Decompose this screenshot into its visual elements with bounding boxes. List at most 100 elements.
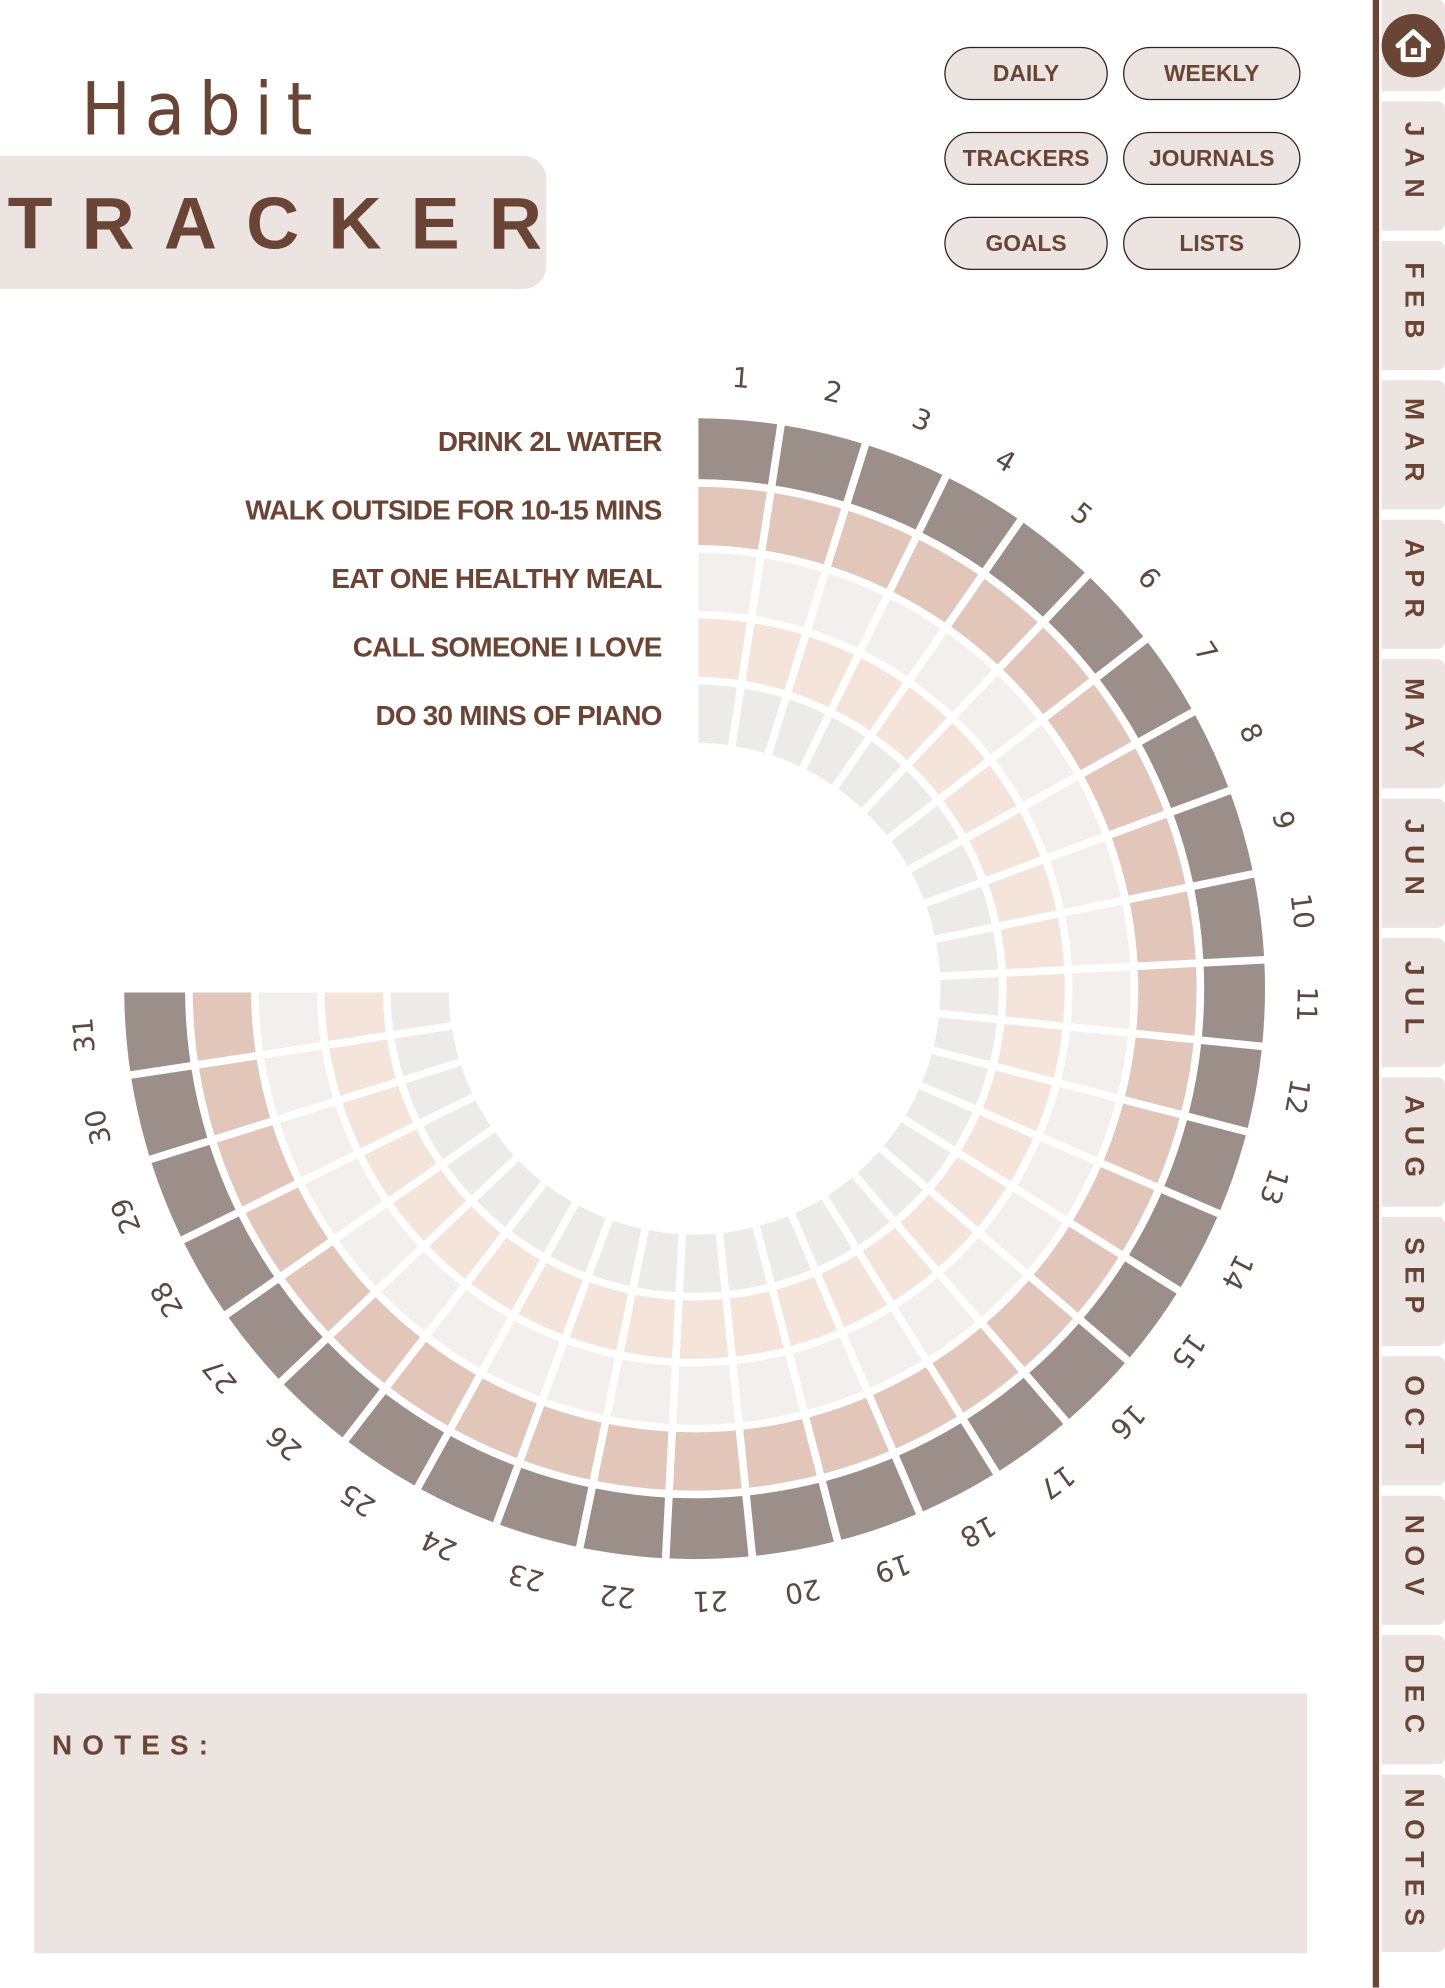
habit-cell[interactable] xyxy=(199,1059,271,1136)
habit-cell[interactable] xyxy=(875,687,947,761)
tab-oct[interactable]: OCT xyxy=(1381,1356,1445,1486)
habit-cell[interactable] xyxy=(743,1419,817,1488)
tab-sep[interactable]: SEP xyxy=(1381,1216,1445,1347)
habit-cell[interactable] xyxy=(864,598,941,677)
tab-nov[interactable]: NOV xyxy=(1381,1495,1445,1625)
habit-cell[interactable] xyxy=(850,445,943,530)
habit-cell[interactable] xyxy=(723,1227,768,1291)
habit-cell[interactable] xyxy=(961,1115,1034,1182)
habit-cell[interactable] xyxy=(866,770,933,836)
habit-cell[interactable] xyxy=(550,1205,606,1273)
habit-cell[interactable] xyxy=(1033,1226,1119,1313)
habit-cell[interactable] xyxy=(583,1488,666,1559)
habit-cell[interactable] xyxy=(348,1393,445,1486)
habit-cell[interactable] xyxy=(771,699,826,767)
habit-cell[interactable] xyxy=(698,684,737,746)
tab-jan[interactable]: JAN xyxy=(1381,101,1445,231)
habit-cell[interactable] xyxy=(500,1467,589,1547)
tab-apr[interactable]: APR xyxy=(1381,519,1445,649)
habit-cell[interactable] xyxy=(736,1355,801,1423)
trackers-button[interactable]: TRACKERS xyxy=(944,131,1108,186)
habit-cell[interactable] xyxy=(698,418,778,485)
habit-cell[interactable] xyxy=(809,1397,890,1474)
habit-cell[interactable] xyxy=(775,425,862,502)
tab-aug[interactable]: AUG xyxy=(1381,1077,1445,1207)
habit-cell[interactable] xyxy=(765,493,842,565)
habit-cell[interactable] xyxy=(381,1251,461,1332)
habit-cell[interactable] xyxy=(245,1187,329,1273)
habit-cell[interactable] xyxy=(546,1344,615,1416)
habit-cell[interactable] xyxy=(1026,780,1103,854)
habit-cell[interactable] xyxy=(216,1125,295,1207)
habit-cell[interactable] xyxy=(284,1245,371,1332)
habit-cell[interactable] xyxy=(511,1185,572,1253)
habit-cell[interactable] xyxy=(791,636,855,708)
habit-cell[interactable] xyxy=(922,478,1018,569)
habit-cell[interactable] xyxy=(795,1199,853,1267)
habit-cell[interactable] xyxy=(986,1280,1073,1368)
habit-cell[interactable] xyxy=(672,1430,742,1491)
habit-cell[interactable] xyxy=(957,675,1038,755)
habit-cell[interactable] xyxy=(1083,1261,1177,1358)
habit-cell[interactable] xyxy=(932,1327,1019,1413)
habit-cell[interactable] xyxy=(873,1367,957,1449)
habit-cell[interactable] xyxy=(338,1207,419,1287)
habit-cell[interactable] xyxy=(1048,577,1144,674)
habit-cell[interactable] xyxy=(1129,1193,1218,1288)
habit-cell[interactable] xyxy=(826,1458,917,1540)
habit-cell[interactable] xyxy=(827,1177,890,1245)
habit-cell[interactable] xyxy=(151,1144,236,1237)
habit-cell[interactable] xyxy=(811,573,884,648)
habit-cell[interactable] xyxy=(124,992,191,1072)
habit-cell[interactable] xyxy=(729,1291,784,1357)
habit-cell[interactable] xyxy=(745,623,802,691)
habit-cell[interactable] xyxy=(893,539,979,623)
habit-cell[interactable] xyxy=(1125,1037,1194,1111)
habit-cell[interactable] xyxy=(329,1039,396,1096)
habit-cell[interactable] xyxy=(982,1070,1052,1132)
habit-cell[interactable] xyxy=(1003,627,1090,715)
habit-cell[interactable] xyxy=(676,1364,735,1425)
habit-cell[interactable] xyxy=(623,1294,676,1359)
habit-cell[interactable] xyxy=(1173,794,1253,883)
journals-button[interactable]: JOURNALS xyxy=(1123,131,1301,186)
habit-cell[interactable] xyxy=(1070,970,1131,1030)
habit-cell[interactable] xyxy=(983,1191,1063,1270)
habit-cell[interactable] xyxy=(951,578,1038,665)
habit-cell[interactable] xyxy=(264,1049,334,1116)
habit-cell[interactable] xyxy=(393,1169,467,1241)
habit-cell[interactable] xyxy=(967,1377,1064,1471)
habit-cell[interactable] xyxy=(1000,917,1065,970)
tab-jul[interactable]: JUL xyxy=(1381,937,1445,1068)
habit-cell[interactable] xyxy=(192,992,256,1061)
habit-cell[interactable] xyxy=(943,765,1017,835)
tab-may[interactable]: MAY xyxy=(1381,659,1445,789)
habit-cell[interactable] xyxy=(637,1230,679,1293)
habit-cell[interactable] xyxy=(1141,715,1229,809)
habit-cell[interactable] xyxy=(405,1065,473,1120)
daily-button[interactable]: DAILY xyxy=(944,46,1108,101)
habit-cell[interactable] xyxy=(258,992,321,1051)
habit-cell[interactable] xyxy=(969,812,1041,877)
habit-cell[interactable] xyxy=(364,1129,437,1197)
habit-cell[interactable] xyxy=(283,1342,380,1438)
habit-cell[interactable] xyxy=(897,1277,976,1357)
home-tab[interactable] xyxy=(1381,0,1445,92)
habit-cell[interactable] xyxy=(862,1227,933,1301)
habit-cell[interactable] xyxy=(304,1158,383,1235)
habit-cell[interactable] xyxy=(933,1017,997,1062)
habit-cell[interactable] xyxy=(471,1237,540,1311)
habit-cell[interactable] xyxy=(1194,877,1265,960)
habit-cell[interactable] xyxy=(610,1359,672,1424)
habit-cell[interactable] xyxy=(1017,1141,1094,1217)
habit-cell[interactable] xyxy=(1065,904,1130,966)
habit-cell[interactable] xyxy=(1103,1103,1180,1184)
habit-cell[interactable] xyxy=(883,1121,951,1184)
habit-cell[interactable] xyxy=(698,618,747,680)
habit-cell[interactable] xyxy=(342,1085,414,1149)
habit-cell[interactable] xyxy=(905,1089,973,1147)
habit-cell[interactable] xyxy=(936,931,999,973)
tab-dec[interactable]: DEC xyxy=(1381,1635,1445,1765)
habit-cell[interactable] xyxy=(997,1024,1063,1078)
habit-cell[interactable] xyxy=(1029,1323,1125,1419)
